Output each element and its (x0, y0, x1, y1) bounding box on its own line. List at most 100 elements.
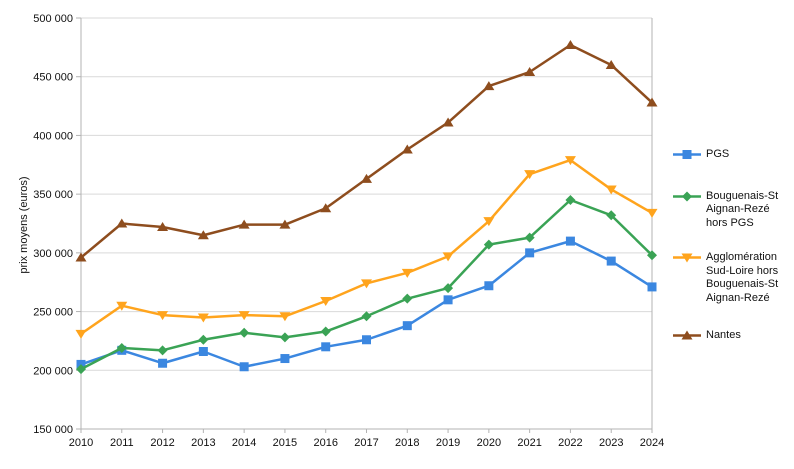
triangle-down-marker (564, 156, 576, 166)
x-tick-label: 2019 (436, 437, 460, 449)
diamond-marker (76, 364, 86, 375)
triangle-down-marker (157, 311, 169, 321)
square-marker (198, 346, 208, 356)
y-tick-label: 400 000 (33, 130, 73, 142)
triangle-down-marker (646, 208, 658, 218)
diamond-marker (524, 232, 535, 243)
triangle-up-marker (238, 219, 250, 229)
y-tick-label: 200 000 (33, 365, 73, 377)
x-tick-label: 2011 (110, 437, 134, 449)
y-tick-label: 150 000 (33, 424, 73, 436)
square-marker (158, 358, 168, 368)
square-marker (484, 281, 494, 291)
x-tick-label: 2022 (558, 437, 582, 449)
square-marker (606, 256, 616, 266)
triangle-down-marker (75, 329, 87, 339)
x-tick-label: 2018 (395, 437, 419, 449)
series-line-agglom-ration-sud-loire-hors-bouguenais-st-aignan-rez- (80, 158, 653, 335)
legend-label: Bouguenais-St Aignan-Rezé hors PGS (706, 189, 779, 229)
square-marker (443, 295, 453, 305)
diamond-marker (483, 239, 494, 250)
triangle-down-marker (524, 170, 536, 180)
triangle-down-marker (401, 268, 413, 278)
x-tick-label: 2013 (191, 437, 215, 449)
triangle-down-marker (279, 312, 291, 322)
diamond-legend-swatch-icon (673, 191, 701, 201)
series-line-pgs (80, 239, 653, 369)
diamond-marker (565, 195, 576, 206)
triangle-down-marker (483, 217, 495, 227)
y-tick-label: 350 000 (33, 189, 73, 201)
triangle-up-marker (75, 252, 87, 262)
triangle-up-marker (524, 67, 536, 77)
square-marker (239, 362, 249, 372)
y-tick-label: 300 000 (33, 248, 73, 260)
chart-legend: PGS Bouguenais-St Aignan-Rezé hors PGS Agglo… (672, 148, 790, 343)
triangle-up-marker (442, 117, 454, 127)
triangle-down-marker (197, 313, 209, 323)
y-tick-label: 500 000 (33, 13, 73, 25)
triangle-up-marker (401, 144, 413, 154)
x-tick-label: 2016 (313, 437, 337, 449)
square-marker (280, 354, 290, 364)
legend-marker (682, 150, 692, 159)
triangle-up-marker (320, 203, 332, 213)
triangle-up-marker (564, 40, 576, 50)
triangle-up-marker (483, 81, 495, 91)
legend-item-pgs: PGS (672, 148, 790, 162)
triangle-up-marker (279, 219, 291, 229)
triangle-down-marker (238, 311, 250, 321)
square-marker (362, 335, 371, 345)
x-tick-label: 2015 (273, 437, 297, 449)
square-marker (647, 282, 657, 292)
y-axis-title: prix moyens (euros) (18, 176, 30, 274)
square-marker (321, 342, 331, 352)
legend-label: Agglomération Sud-Loire hors Bouguenais-St… (706, 251, 779, 304)
legend-item-bouguenais-st-aignan-rez-hors-pgs: Bouguenais-St Aignan-Rezé hors PGS (672, 190, 790, 231)
diamond-marker (606, 210, 617, 221)
triangle-down-marker (320, 297, 332, 307)
diamond-marker (647, 250, 657, 261)
diamond-marker (157, 345, 168, 356)
diamond-marker (443, 283, 454, 294)
square-legend-swatch-icon (673, 150, 701, 159)
x-tick-label: 2024 (640, 437, 664, 449)
legend-marker (682, 191, 692, 201)
triangle-down-legend-swatch-icon (673, 253, 701, 263)
x-tick-label: 2023 (599, 437, 623, 449)
x-tick-label: 2020 (477, 437, 501, 449)
diamond-marker (198, 334, 209, 345)
x-tick-label: 2014 (232, 437, 256, 449)
legend-marker (681, 330, 693, 340)
triangle-down-marker (116, 301, 128, 311)
legend-label: Nantes (706, 329, 741, 341)
y-tick-label: 450 000 (33, 72, 73, 84)
diamond-marker (239, 327, 250, 338)
x-tick-label: 2012 (150, 437, 174, 449)
triangle-down-marker (442, 252, 454, 262)
diamond-marker (402, 293, 413, 304)
diamond-marker (279, 332, 290, 343)
triangle-up-marker (157, 222, 169, 232)
diamond-marker (116, 342, 127, 353)
triangle-down-marker (361, 279, 372, 289)
diamond-marker (320, 326, 331, 337)
square-marker (525, 248, 535, 258)
y-tick-label: 250 000 (33, 307, 73, 319)
diamond-marker (361, 311, 372, 322)
triangle-down-marker (605, 185, 617, 195)
triangle-up-marker (646, 97, 658, 107)
triangle-up-marker (116, 218, 128, 228)
legend-marker (681, 253, 693, 263)
triangle-up-marker (197, 230, 209, 240)
square-marker (402, 321, 412, 331)
triangle-up-marker (361, 173, 372, 183)
legend-item-agglom-ration-sud-loire-hors-bouguenais-st-aignan-rez-: Agglomération Sud-Loire hors Bouguenais-St… (672, 251, 790, 305)
x-tick-label: 2017 (354, 437, 378, 449)
square-marker (565, 236, 575, 246)
legend-item-nantes: Nantes (672, 329, 790, 343)
triangle-up-marker (605, 59, 617, 69)
legend-label: PGS (706, 148, 730, 160)
